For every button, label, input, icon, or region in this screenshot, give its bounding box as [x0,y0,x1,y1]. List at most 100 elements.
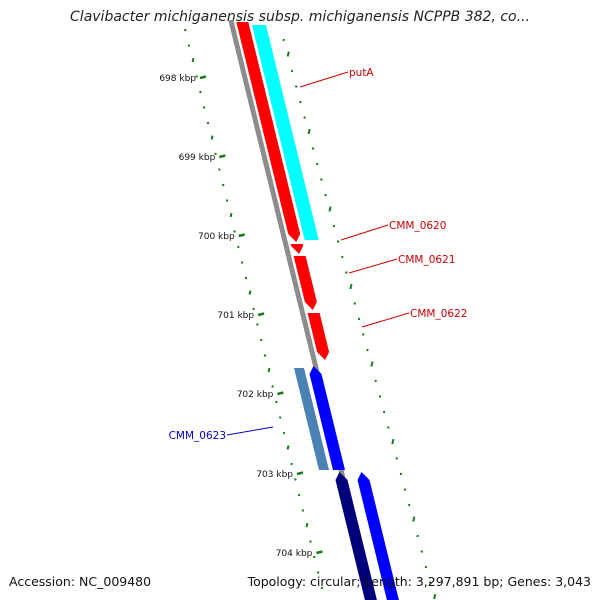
page-title: Clavibacter michiganensis subsp. michiga… [70,9,530,25]
scale-dot-outer [256,323,259,326]
scale-dot-outer [313,555,316,559]
scale-dot-inner [349,283,353,290]
scale-dot-outer [320,586,324,590]
gene-label-leader [226,426,274,436]
gene-cmm-0623-arrow [309,366,345,470]
scale-dot-outer [210,135,214,140]
scale-dot-inner [416,534,419,538]
scale-tick-mark [257,312,265,317]
scale-dot-inner [328,206,332,212]
cds-band-cmm-0623 [294,368,329,470]
scale-tick-label: 701 kbp [217,311,254,321]
scale-dot-outer [237,245,240,249]
scale-tick-mark [316,550,323,555]
scale-dot-outer [305,522,309,528]
scale-dot-inner [378,395,382,398]
length-value: 3,297,891 bp; [415,574,504,589]
scale-dot-outer [240,261,244,264]
scale-tick-mark [296,471,304,476]
scale-dot-inner [341,255,344,259]
cds-features [252,25,329,470]
scale-dot-inner [357,317,361,321]
scale-tick-label: 702 kbp [237,390,274,400]
gene-label: CMM_0620 [389,220,446,232]
scale-dot-inner [282,38,285,42]
scale-dot-inner [324,193,327,197]
scale-tick-label: 703 kbp [256,470,293,480]
scale-dot-inner [391,438,395,445]
gene-features [236,22,399,600]
scale-tick-label: 704 kbp [276,549,313,559]
scale-dot-outer [218,168,221,171]
scale-dot-outer [199,90,202,94]
scale-dot-outer [225,199,229,202]
scale-tick-mark [238,233,246,238]
scale-dot-inner [303,116,306,119]
scale-dot-outer [259,338,263,342]
scale-tick-mark [218,154,226,159]
gene-label-leader [340,224,389,241]
scale-dot-outer [278,416,282,419]
scale-dot-outer [206,121,210,125]
scale-dot-inner [307,128,311,135]
gene-inner-forward-arrow [357,472,399,600]
scale-dot-inner [361,333,365,336]
cds-band-puta [252,25,319,240]
scale-tick-mark [199,75,207,80]
scale-dot-outer [290,462,293,466]
scale-dot-outer [267,367,271,373]
scale-dot-inner [370,361,374,367]
scale-dot-outer [191,57,195,63]
gene-puta-arrow [236,22,301,242]
scale-dot-inner [353,302,357,305]
scale-dot-outer [183,28,187,32]
scale-dot-outer [229,212,233,218]
scale-dot-outer [301,509,305,512]
gene-cmm-0620-arrow [290,244,304,254]
accession-label: Accession: [9,574,76,589]
scale-dot-outer [187,44,191,47]
scale-dot-outer [202,106,206,109]
scale-dot-inner [412,516,416,522]
scale-dot-inner [320,178,323,181]
scale-dot-outer [316,571,320,574]
scale-dot-outer [294,478,297,481]
scale-dot-inner [374,379,377,383]
scale-dot-outer [309,540,312,543]
length-label: Length: [364,574,412,589]
scale-dot-inner [332,224,336,228]
gene-cmm-0621-arrow [293,256,317,310]
scale-dot-inner [433,593,437,600]
scale-dot-inner [395,457,398,460]
scale-dot-inner [366,348,369,352]
scale-dot-inner [420,550,424,553]
footer-accession: Accession: NC_009480 [9,574,151,589]
scale-dots [183,28,437,600]
scale-dot-inner [290,69,294,73]
scale-dot-outer [214,152,217,156]
accession-value: NC_009480 [79,574,152,589]
gene-label: CMM_0623 [169,430,226,442]
gene-labels: putA CMM_0620 CMM_0621 CMM_0622 CMM_0623 [169,67,468,442]
topology-label: Topology: [247,574,307,589]
gene-label: CMM_0621 [398,254,455,266]
gene-label: putA [349,67,374,79]
scale-dot-outer [263,354,267,357]
scale-dot-outer [275,400,278,404]
scale-tick-label: 698 kbp [159,74,196,84]
gene-label: CMM_0622 [410,308,467,320]
gene-label-leader [299,71,349,88]
gene-cmm-0622-arrow [307,313,330,360]
scale-dot-inner [299,100,302,104]
scale-dot-outer [233,230,236,233]
scale-dot-inner [407,503,411,507]
scale-dot-inner [345,271,348,274]
scale-dot-inner [382,410,386,414]
gene-label-leader [348,258,398,274]
scale-dot-inner [399,472,403,476]
scale-dot-outer [248,290,252,295]
scale-dot-outer [221,183,225,187]
scale-dot-inner [315,162,319,166]
